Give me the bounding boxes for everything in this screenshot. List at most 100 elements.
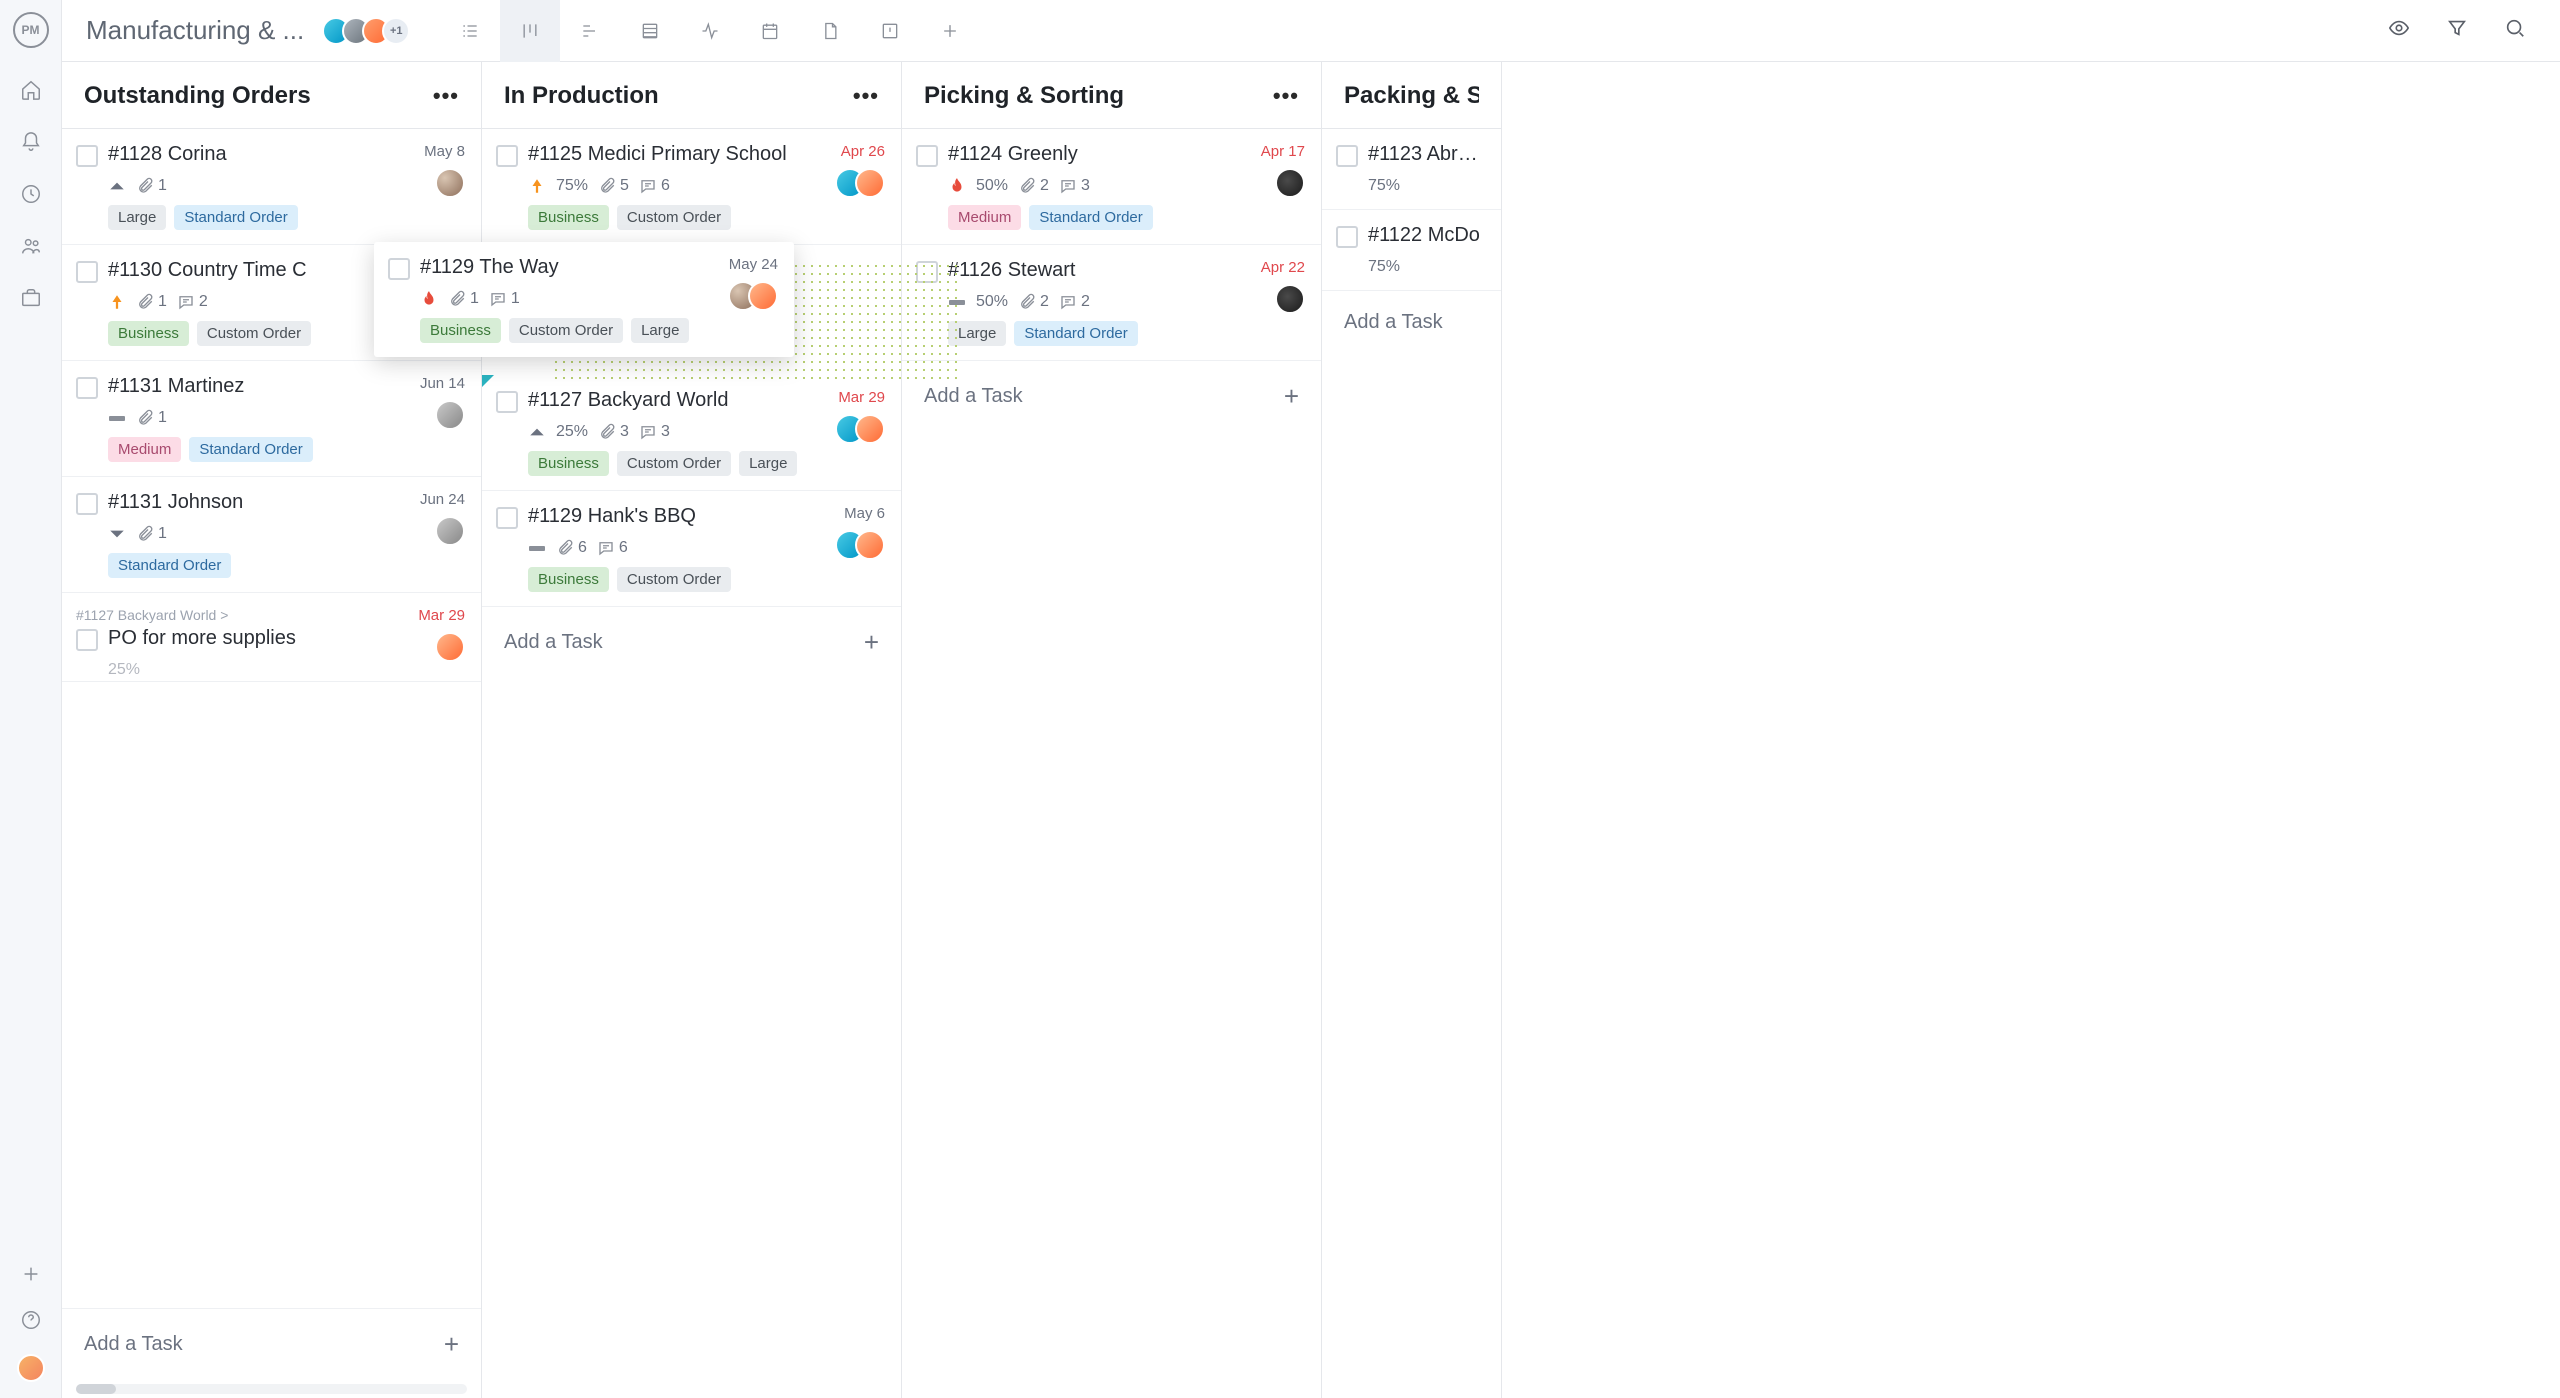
task-tag: Standard Order (108, 553, 231, 578)
add-task-button[interactable]: Add a Task + (62, 1308, 481, 1380)
add-task-button[interactable]: Add a Task + (902, 361, 1321, 432)
task-date: Jun 24 (420, 491, 465, 508)
task-tag: Business (528, 567, 609, 592)
task-tag: Custom Order (509, 318, 623, 343)
task-assignees[interactable] (435, 400, 465, 430)
task-card[interactable]: #1124 Greenly Apr 17 50% 2 3 (902, 129, 1321, 245)
task-tag: Large (631, 318, 689, 343)
task-card[interactable]: #1129 Hank's BBQ May 6 6 6 Business (482, 491, 901, 607)
task-tag: Standard Order (1014, 321, 1137, 346)
priority-icon (528, 539, 546, 557)
list-view-icon[interactable] (440, 0, 500, 62)
task-card[interactable]: #1123 Abram 75% (1322, 129, 1501, 210)
column-menu-icon[interactable]: ••• (433, 83, 459, 109)
gantt-view-icon[interactable] (560, 0, 620, 62)
column-menu-icon[interactable]: ••• (853, 83, 879, 109)
user-avatar[interactable] (17, 1354, 45, 1382)
task-title: #1127 Backyard World (528, 389, 885, 412)
attachment-count: 5 (598, 177, 629, 195)
board-column: Packing & S #1123 Abram 75% #1122 McDo (1322, 62, 1502, 1398)
attachment-count: 2 (1018, 293, 1049, 311)
comment-count: 3 (639, 423, 670, 441)
task-checkbox[interactable] (496, 507, 518, 529)
priority-icon (528, 177, 546, 195)
attachment-count: 3 (598, 423, 629, 441)
help-icon[interactable] (19, 1308, 43, 1332)
task-tag: Medium (108, 437, 181, 462)
task-assignees[interactable] (1275, 168, 1305, 198)
task-card[interactable]: #1127 Backyard World > PO for more suppl… (62, 593, 481, 682)
task-checkbox[interactable] (496, 391, 518, 413)
add-task-button[interactable]: Add a Task + (482, 607, 901, 678)
task-assignees[interactable] (835, 530, 885, 560)
task-checkbox[interactable] (496, 145, 518, 167)
task-tag: Large (108, 205, 166, 230)
task-assignees[interactable] (835, 168, 885, 198)
task-card[interactable]: #1126 Stewart Apr 22 50% 2 2 (902, 245, 1321, 361)
add-task-label: Add a Task (504, 631, 603, 654)
dragging-task-card[interactable]: #1129 The Way May 24 1 1 Business Custom… (374, 242, 794, 357)
task-card[interactable]: #1131 Johnson Jun 24 1 Standard Order (62, 477, 481, 593)
risk-view-icon[interactable] (860, 0, 920, 62)
task-checkbox[interactable] (76, 145, 98, 167)
task-checkbox[interactable] (76, 629, 98, 651)
sheet-view-icon[interactable] (620, 0, 680, 62)
member-avatar-more: +1 (382, 17, 410, 45)
board-column: Picking & Sorting ••• #1124 Greenly Apr … (902, 62, 1322, 1398)
comment-count: 2 (1059, 293, 1090, 311)
task-tag: Custom Order (197, 321, 311, 346)
project-title[interactable]: Manufacturing & ... (86, 15, 304, 46)
activity-view-icon[interactable] (680, 0, 740, 62)
task-tag: Custom Order (617, 567, 731, 592)
add-view-icon[interactable] (920, 0, 980, 62)
task-assignees[interactable] (435, 516, 465, 546)
attachment-count: 1 (136, 177, 167, 195)
home-icon[interactable] (19, 78, 43, 102)
add-icon[interactable] (19, 1262, 43, 1286)
priority-icon (108, 409, 126, 427)
task-card[interactable]: #1131 Martinez Jun 14 1 Medium Stand (62, 361, 481, 477)
comment-count: 1 (489, 290, 520, 308)
briefcase-icon[interactable] (19, 286, 43, 310)
task-assignees[interactable] (435, 632, 465, 662)
board-view-icon[interactable] (500, 0, 560, 62)
priority-icon (108, 177, 126, 195)
column-menu-icon[interactable]: ••• (1273, 83, 1299, 109)
task-checkbox[interactable] (76, 377, 98, 399)
bell-icon[interactable] (19, 130, 43, 154)
logo[interactable]: PM (13, 12, 49, 48)
progress-percent: 25% (108, 661, 140, 679)
task-checkbox[interactable] (76, 261, 98, 283)
clock-icon[interactable] (19, 182, 43, 206)
attachment-count: 1 (136, 525, 167, 543)
visibility-icon[interactable] (2388, 17, 2410, 44)
task-checkbox[interactable] (76, 493, 98, 515)
add-task-button[interactable]: Add a Task (1322, 291, 1501, 354)
task-title: #1129 Hank's BBQ (528, 505, 885, 528)
team-icon[interactable] (19, 234, 43, 258)
task-date: Apr 22 (1261, 259, 1305, 276)
task-card[interactable]: #1125 Medici Primary School Apr 26 75% 5… (482, 129, 901, 245)
search-icon[interactable] (2504, 17, 2526, 44)
task-card[interactable]: #1127 Backyard World Mar 29 25% 3 3 (482, 375, 901, 491)
task-checkbox[interactable] (1336, 226, 1358, 248)
task-assignees[interactable] (835, 414, 885, 444)
task-assignees[interactable] (1275, 284, 1305, 314)
priority-icon (108, 293, 126, 311)
progress-percent: 50% (976, 177, 1008, 195)
task-card[interactable]: #1128 Corina May 8 1 Large Standard (62, 129, 481, 245)
task-assignees[interactable] (728, 281, 778, 311)
files-view-icon[interactable] (800, 0, 860, 62)
member-avatars[interactable]: +1 (322, 17, 410, 45)
task-tag: Business (528, 205, 609, 230)
task-title: #1129 The Way (420, 256, 778, 279)
task-checkbox[interactable] (916, 145, 938, 167)
task-assignees[interactable] (435, 168, 465, 198)
calendar-view-icon[interactable] (740, 0, 800, 62)
column-title: In Production (504, 82, 659, 110)
task-card[interactable]: #1122 McDo 75% (1322, 210, 1501, 291)
filter-icon[interactable] (2446, 17, 2468, 44)
task-checkbox[interactable] (388, 258, 410, 280)
task-checkbox[interactable] (1336, 145, 1358, 167)
horizontal-scrollbar[interactable] (76, 1384, 467, 1394)
